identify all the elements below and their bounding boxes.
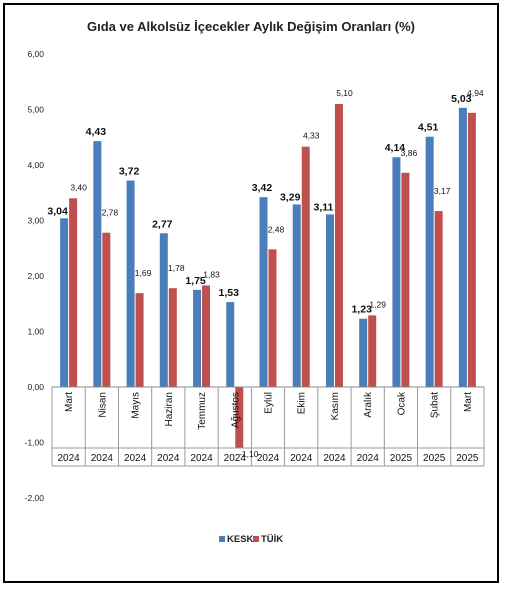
chart-frame: Gıda ve Alkolsüz İçecekler Aylık Değişim… [3,3,499,583]
category-label-9: Kasım [330,392,341,420]
kesk-data-label-5: 1,75 [185,275,206,287]
category-label-2: Nisan [97,392,108,418]
tuik-data-label-11: 3,86 [401,148,418,158]
kesk-data-label-2: 4,43 [86,126,107,138]
year-label-1: 2024 [57,453,80,464]
year-label-13: 2025 [456,453,479,464]
year-label-5: 2024 [190,453,213,464]
tuik-bar-9 [334,103,343,387]
kesk-data-label-4: 2,77 [152,218,173,230]
legend-tuik-swatch [253,536,259,542]
tuik-bar-6 [235,387,244,449]
category-label-11: Ocak [396,391,407,415]
tuik-data-label-3: 1,69 [135,268,152,278]
kesk-bar-1 [60,218,69,387]
kesk-data-label-9: 3,11 [314,201,334,213]
category-label-7: Eylül [264,392,275,414]
y-tick-label: -1,00 [25,438,45,448]
category-label-12: Şubat [430,392,441,418]
kesk-bar-9 [325,214,334,387]
y-tick-label: 0,00 [27,382,44,392]
y-tick-label: -2,00 [25,493,45,503]
year-label-6: 2024 [224,453,247,464]
tuik-data-label-4: 1,78 [168,263,185,273]
category-label-6: Ağustos [230,392,241,428]
kesk-data-label-13: 5,03 [451,93,472,105]
year-label-4: 2024 [157,453,180,464]
kesk-bar-12 [425,136,434,387]
y-tick-label: 6,00 [27,49,44,59]
kesk-bar-11 [392,157,401,387]
kesk-data-label-3: 3,72 [119,166,140,178]
kesk-bar-5 [193,289,202,387]
y-tick-label: 1,00 [27,327,44,337]
category-label-8: Ekim [297,392,308,414]
year-label-3: 2024 [124,453,147,464]
year-label-10: 2024 [357,453,380,464]
legend-kesk-label: KESK [227,534,254,545]
tuik-bar-13 [467,112,476,387]
tuik-data-label-7: 2,48 [268,224,285,234]
tuik-bar-8 [301,146,310,387]
kesk-data-label-8: 3,29 [280,191,301,203]
tuik-bar-5 [202,285,211,387]
kesk-bar-6 [226,302,235,387]
kesk-bar-13 [458,107,467,388]
tuik-data-label-12: 3,17 [434,186,451,196]
y-tick-label: 2,00 [27,271,44,281]
tuik-data-label-5: 1,83 [203,269,220,279]
tuik-bar-4 [168,288,177,387]
kesk-data-label-11: 4,14 [385,142,406,154]
category-label-1: Mart [64,392,75,412]
category-label-4: Haziran [164,392,175,426]
tuik-bar-11 [401,172,410,387]
tuik-data-label-1: 3,40 [70,182,87,192]
category-label-10: Aralık [363,391,374,418]
year-label-12: 2025 [423,453,446,464]
category-label-3: Mayıs [131,392,142,419]
kesk-data-label-10: 1,23 [351,304,372,316]
kesk-data-label-12: 4,51 [418,122,439,134]
chart-title: Gıda ve Alkolsüz İçecekler Aylık Değişim… [86,19,416,34]
legend-tuik-label: TÜİK [261,534,283,545]
category-label-5: Temmuz [197,392,208,430]
tuik-bar-7 [268,249,277,387]
kesk-data-label-7: 3,42 [252,182,273,194]
kesk-data-label-6: 1,53 [219,287,240,299]
tuik-bar-12 [434,211,443,387]
tuik-bar-2 [102,232,111,387]
kesk-bar-3 [126,180,135,387]
tuik-bar-10 [368,315,377,387]
tuik-data-label-13: 4,94 [467,88,484,98]
tuik-data-label-9: 5,10 [336,88,353,98]
year-label-7: 2024 [257,453,280,464]
kesk-bar-4 [159,233,168,387]
year-label-9: 2024 [323,453,346,464]
year-label-11: 2025 [390,453,413,464]
y-tick-label: 3,00 [27,216,44,226]
tuik-bar-1 [69,198,78,387]
kesk-bar-2 [93,141,102,387]
year-label-8: 2024 [290,453,313,464]
tuik-bar-3 [135,293,144,387]
tuik-data-label-8: 4,33 [303,131,320,141]
kesk-data-label-1: 3,04 [47,205,68,217]
kesk-bar-7 [259,197,268,387]
kesk-bar-10 [359,318,368,387]
tuik-data-label-6: -1,10 [239,449,259,459]
tuik-data-label-2: 2,78 [102,208,119,218]
kesk-bar-8 [292,204,301,387]
y-tick-label: 4,00 [27,160,44,170]
y-tick-label: 5,00 [27,105,44,115]
year-label-2: 2024 [91,453,114,464]
tuik-data-label-10: 1,29 [369,299,386,309]
legend-kesk-swatch [219,536,225,542]
category-label-13: Mart [463,392,474,412]
